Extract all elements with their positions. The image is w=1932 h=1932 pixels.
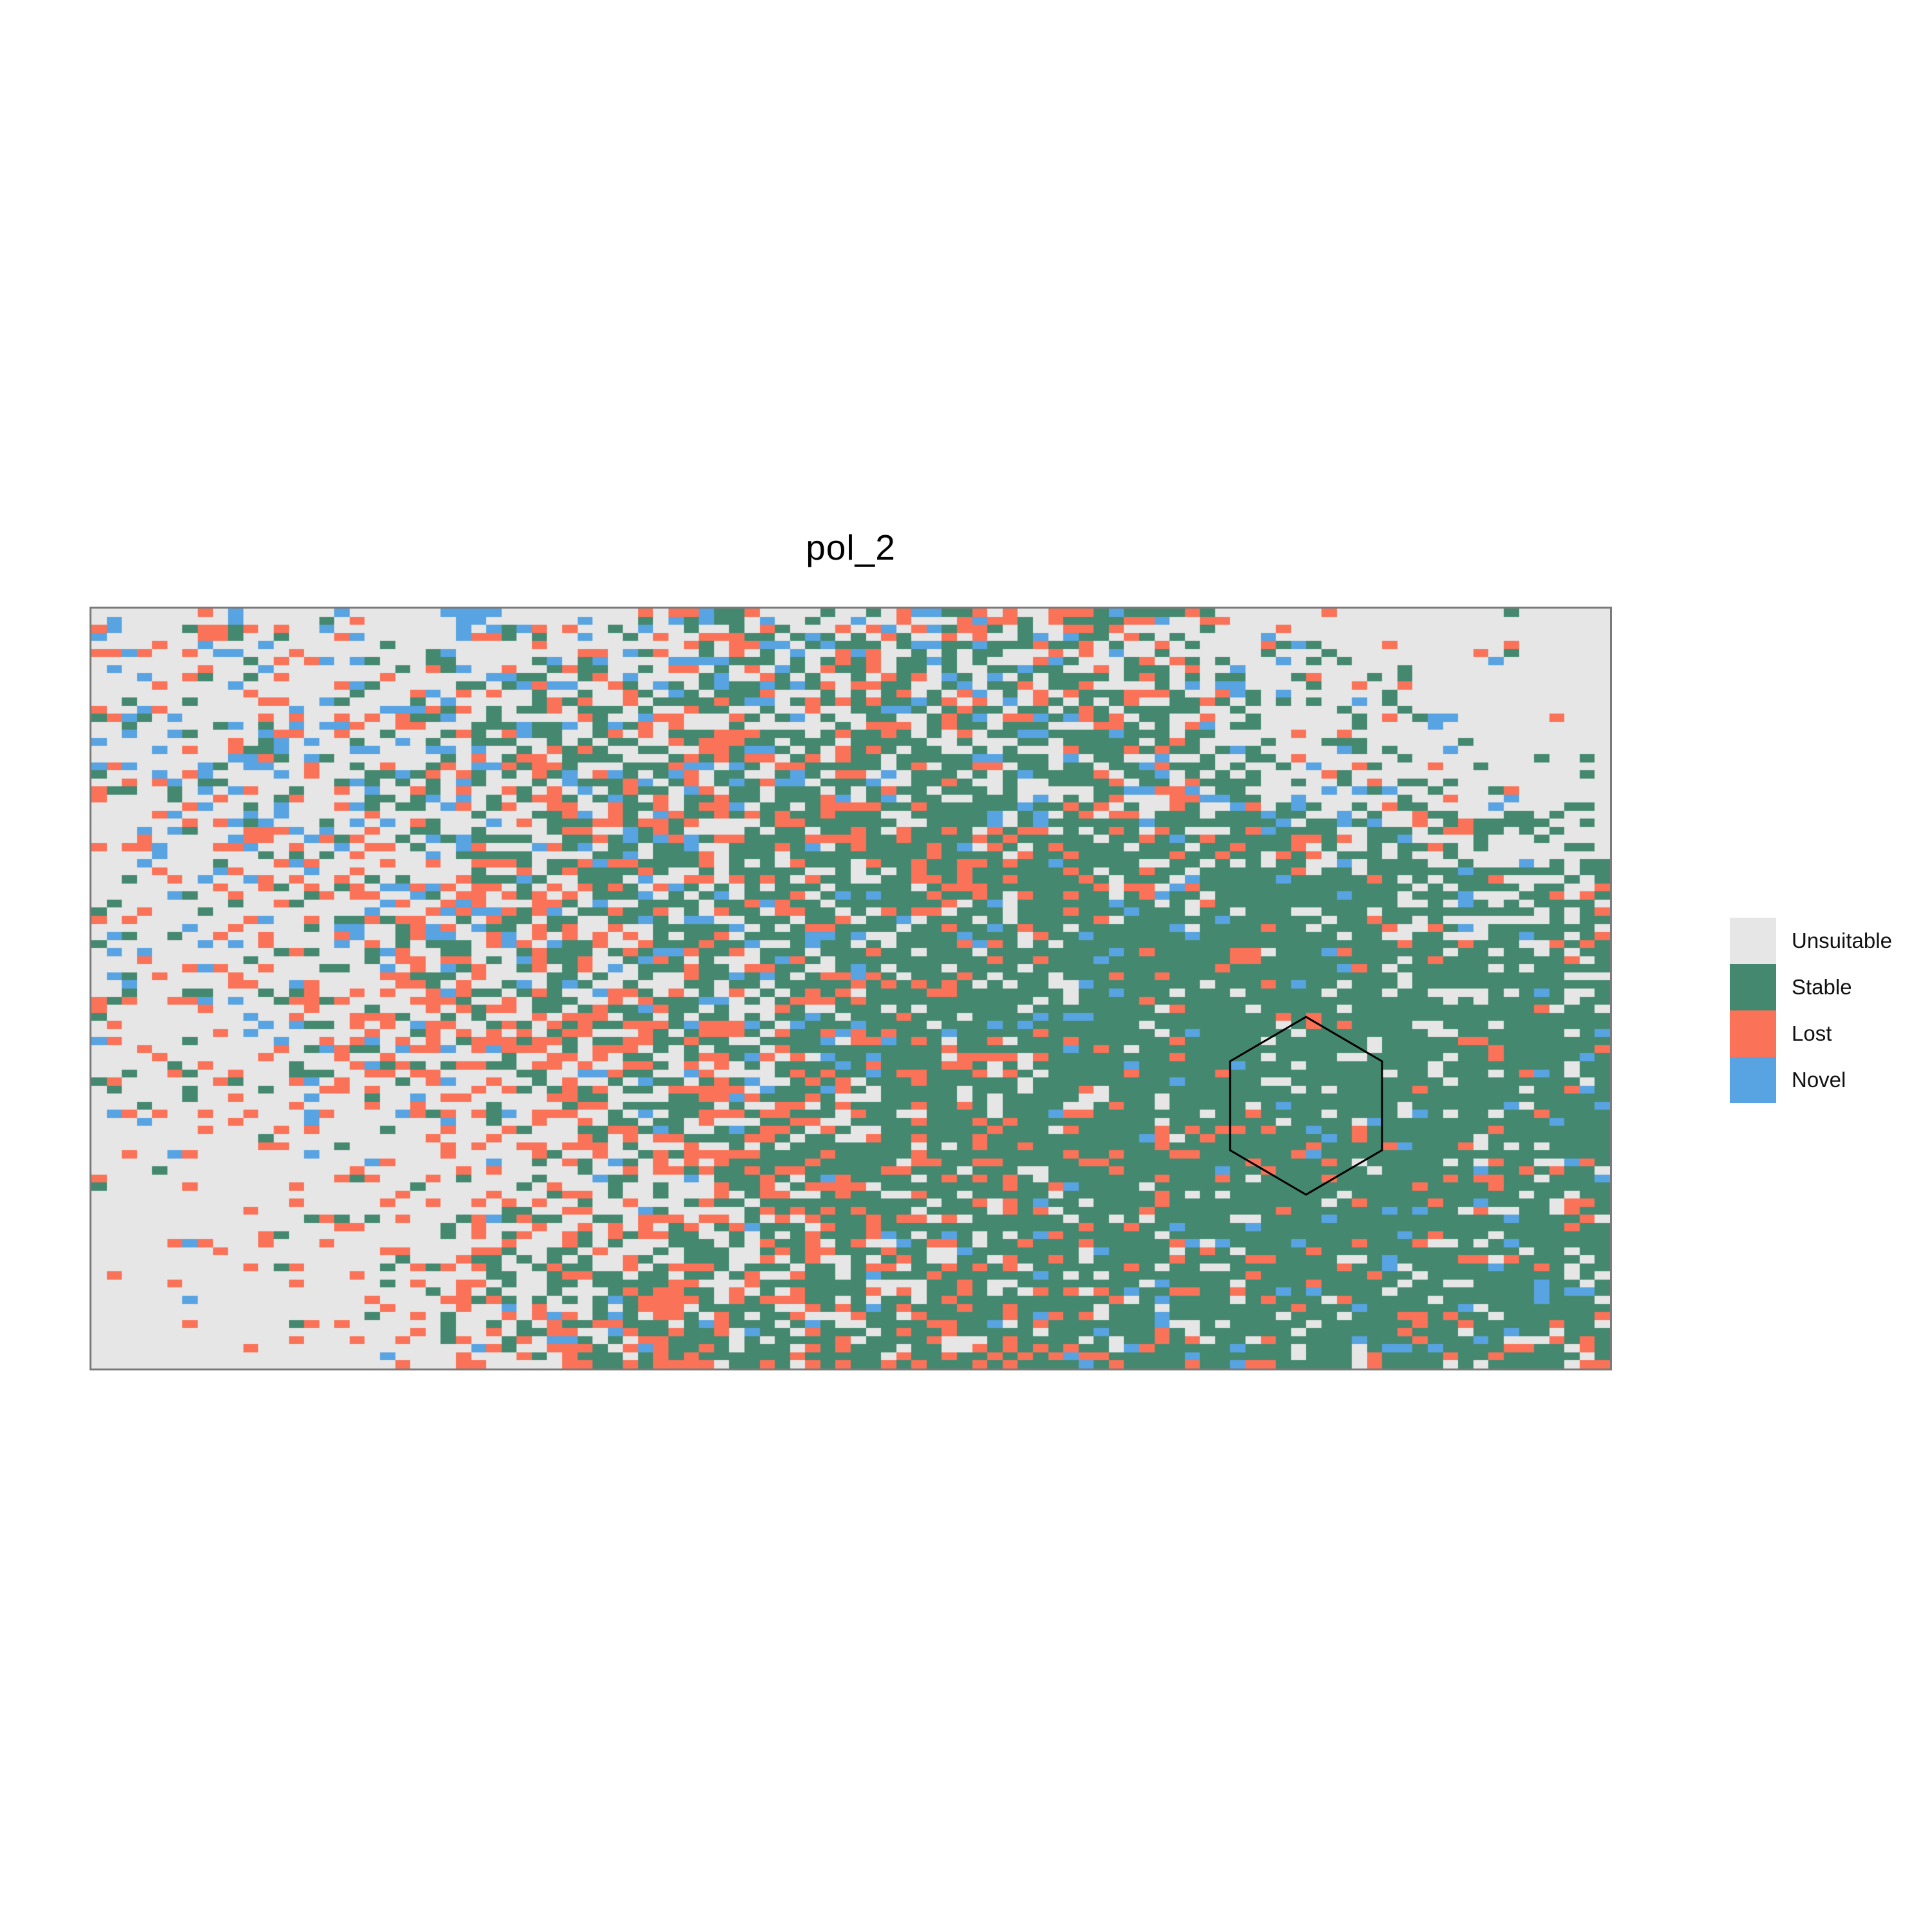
raster-heatmap: [91, 609, 1610, 1368]
legend-label-unsuitable: Unsuitable: [1792, 929, 1892, 952]
map-panel: [90, 607, 1612, 1370]
legend-label-lost: Lost: [1792, 1021, 1832, 1045]
legend: Unsuitable Stable Lost Novel: [1730, 918, 1892, 1103]
novel-swatch-icon: [1730, 1057, 1776, 1103]
stable-swatch-icon: [1730, 964, 1776, 1010]
lost-swatch-icon: [1730, 1010, 1776, 1057]
legend-item-stable: Stable: [1730, 964, 1892, 1010]
legend-item-novel: Novel: [1730, 1057, 1892, 1103]
legend-item-lost: Lost: [1730, 1010, 1892, 1057]
unsuitable-swatch-icon: [1730, 918, 1776, 964]
legend-item-unsuitable: Unsuitable: [1730, 918, 1892, 964]
legend-label-stable: Stable: [1792, 975, 1852, 999]
legend-label-novel: Novel: [1792, 1068, 1846, 1092]
chart-title: pol_2: [806, 527, 896, 567]
